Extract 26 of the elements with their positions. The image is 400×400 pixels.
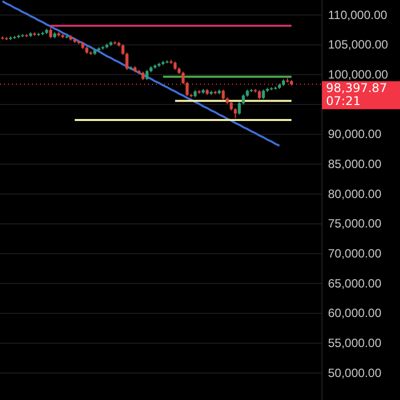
y-tick-label: 50,000.00: [328, 366, 382, 380]
ref-line-label: 98,397.87: [326, 81, 388, 96]
y-tick-label: 110,000.00: [328, 8, 388, 22]
candlestick: [49, 25, 52, 39]
y-tick-label: 100,000.00: [328, 67, 388, 82]
y-tick-label: 55,000.00: [328, 336, 382, 350]
y-tick-label: 80,000.00: [328, 186, 382, 201]
y-tick-label: 90,000.00: [328, 127, 382, 142]
text: 07:21: [326, 94, 361, 108]
candlestick: [145, 69, 149, 81]
y-tick-label: 75,000.00: [328, 216, 382, 231]
candlestick: [262, 89, 265, 100]
y-tick-label: 105,000.00: [328, 38, 388, 52]
y-tick-label: 85,000.00: [328, 157, 382, 172]
y-tick-label: 70,000.00: [328, 246, 382, 261]
candlestick: [186, 81, 189, 97]
candlestick: [238, 102, 241, 116]
candlestick: [222, 89, 225, 100]
y-tick-label: 65,000.00: [328, 276, 382, 290]
candlestick: [234, 108, 237, 119]
candlestick: [121, 44, 124, 56]
candlestick: [125, 52, 128, 70]
candlestick: [182, 71, 185, 85]
candlestick: [242, 94, 245, 105]
y-tick-label: 60,000.00: [328, 306, 382, 320]
line-series: [2, 0, 280, 147]
